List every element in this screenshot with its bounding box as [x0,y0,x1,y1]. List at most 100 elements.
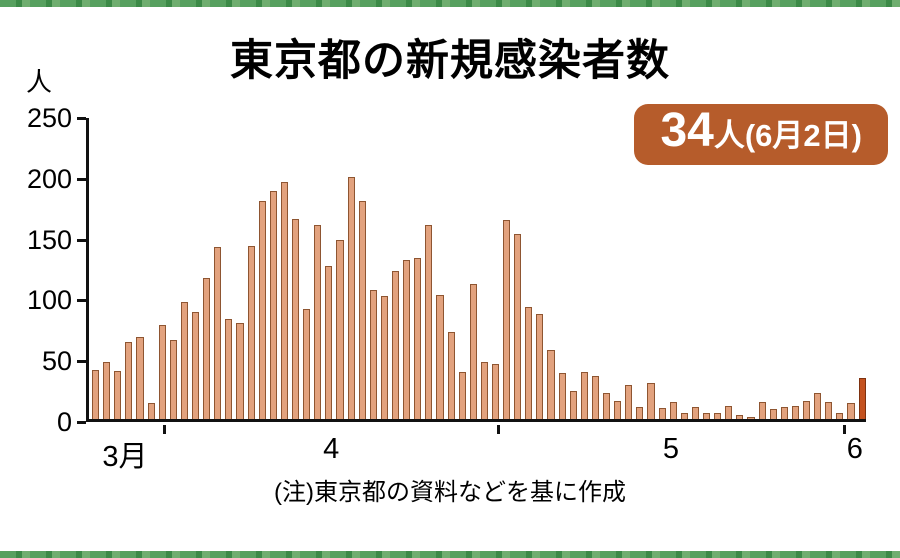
y-tick-label: 150 [26,224,72,255]
y-axis-labels: 250 200 150 100 50 0 [0,105,72,436]
bar [714,412,722,419]
bar [158,325,166,419]
bar [92,369,100,419]
bar [525,307,533,419]
bar [547,350,555,419]
bar [703,412,711,419]
y-tick-label: 100 [26,285,72,316]
bar [747,416,755,419]
bar [425,225,433,419]
bars [92,118,866,419]
bar [247,245,255,419]
bar [358,201,366,419]
y-tick-label: 250 [26,103,72,133]
latest-value-badge: 34 人(6月2日) [634,104,888,165]
bar [336,239,344,419]
y-axis-unit-label: 人 [26,67,53,97]
source-note: (注)東京都の資料などを基に作成 [274,479,626,506]
bar [114,370,122,419]
bar [691,406,700,419]
bar [480,362,488,419]
bar [514,233,522,419]
bar [303,309,311,419]
y-axis-ticks [77,117,86,424]
bar [103,362,111,419]
bar [591,375,600,419]
bar [391,270,400,419]
bar [180,302,188,419]
bar [847,403,855,419]
bar [780,406,788,419]
x-tick-mark [497,425,501,434]
bar [258,201,266,419]
bar [369,290,377,419]
x-axis-labels: 3月 4 5 6 [86,433,866,473]
bar [636,406,644,419]
bar [347,177,355,419]
x-tick-label: 4 [323,433,340,465]
bar [680,412,688,419]
bar [725,405,733,419]
bar [403,260,411,419]
page-edge-strip-bottom [0,551,900,558]
y-tick-label: 0 [56,407,72,437]
bar [269,191,277,419]
bar [491,363,500,419]
bar [469,284,477,419]
x-tick-mark [842,425,846,434]
bar [447,332,455,419]
bar [136,337,144,419]
bar [558,373,566,419]
y-tick-mark [77,299,86,303]
latest-value-date: 人(6月2日) [713,118,862,153]
bar [503,220,511,419]
bar [658,408,666,419]
page-edge-strip-top [0,0,900,7]
bar [625,385,633,419]
bar [803,400,811,419]
bar [125,341,133,419]
bar [414,257,422,419]
plot-area [86,118,866,422]
bar [536,314,544,419]
x-tick-mark [163,425,166,434]
y-tick-mark [77,177,86,181]
y-tick-mark [77,238,86,242]
bar [291,219,300,419]
bar [203,278,211,419]
x-tick-label: 5 [662,433,680,465]
x-tick-label: 6 [846,433,863,465]
bar [769,409,777,419]
y-tick-mark [77,117,86,120]
bar [436,295,444,419]
bar [614,400,622,419]
bar [214,246,222,419]
bar [147,403,155,419]
chart-title: 東京都の新規感染者数 [230,37,670,85]
x-tick-label: 3月 [102,441,148,473]
bar-highlight [858,378,866,419]
y-tick-mark [77,360,86,364]
x-axis-ticks [86,425,866,434]
bar [580,372,588,419]
bar [569,391,577,419]
bar [647,382,655,419]
bar [458,372,466,419]
latest-value: 34 [660,104,714,157]
bar [736,415,744,419]
bar [280,181,288,419]
bar [380,296,388,419]
bar [836,412,844,419]
bar [225,319,233,419]
bar [814,392,822,419]
bar [603,392,611,419]
bar [669,402,677,419]
bar [169,339,177,419]
bar [825,402,833,419]
bar [325,266,333,419]
y-tick-label: 200 [26,163,72,194]
bar [236,322,244,419]
bar [314,225,322,419]
y-tick-label: 50 [41,346,72,377]
